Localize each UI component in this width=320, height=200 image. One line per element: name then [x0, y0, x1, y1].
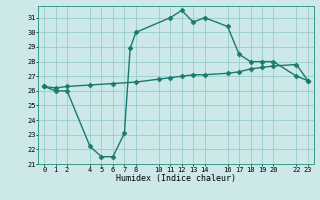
X-axis label: Humidex (Indice chaleur): Humidex (Indice chaleur)	[116, 174, 236, 183]
